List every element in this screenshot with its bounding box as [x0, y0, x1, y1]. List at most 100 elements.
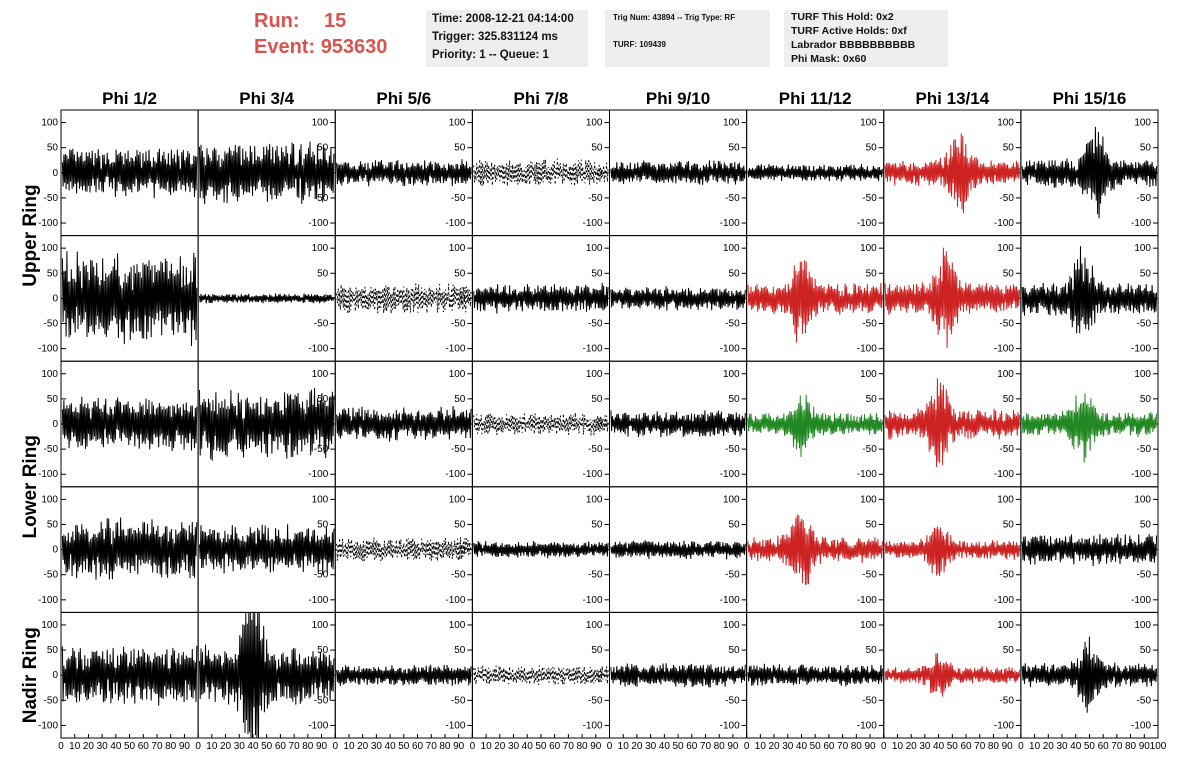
waveform-series: [473, 283, 609, 314]
y-tick-label: 50: [1140, 143, 1152, 154]
y-tick-label: 100: [723, 118, 740, 129]
y-tick-label: 50: [591, 143, 603, 154]
run-line: Run: 15: [254, 8, 387, 34]
x-tick-label: 80: [439, 741, 451, 752]
turf-holds-info-box: TURF This Hold: 0x2 TURF Active Holds: 0…: [784, 10, 948, 67]
x-tick-label: 60: [960, 741, 972, 752]
y-tick-label: -50: [862, 570, 877, 581]
waveform-series: [1021, 126, 1158, 219]
column-header: Phi 7/8: [514, 89, 569, 108]
x-tick-label: 70: [151, 741, 163, 752]
x-tick-label: 0: [607, 741, 613, 752]
column-header: Phi 5/6: [376, 89, 431, 108]
y-tick-label: 100: [586, 369, 603, 380]
waveform-series: [1021, 636, 1158, 713]
x-tick-label: 20: [906, 741, 918, 752]
column-header: Phi 3/4: [239, 89, 294, 108]
y-tick-label: -100: [308, 469, 328, 480]
waveform-series: [747, 663, 883, 687]
y-tick-label: -100: [582, 218, 602, 229]
x-tick-label: 20: [357, 741, 369, 752]
x-tick-label: 80: [988, 741, 1000, 752]
x-tick-label: 90: [1139, 741, 1151, 752]
y-tick-label: -50: [999, 193, 1014, 204]
y-tick-label: 50: [1003, 268, 1015, 279]
x-tick-label: 0: [58, 741, 64, 752]
x-tick-label: 80: [302, 741, 314, 752]
x-tick-label: 50: [673, 741, 685, 752]
y-tick-label: 50: [454, 143, 466, 154]
y-tick-label: -100: [857, 595, 877, 606]
x-tick-label: 60: [686, 741, 698, 752]
waveform-series: [610, 663, 746, 688]
waveform-series: [336, 537, 472, 562]
x-tick-label: 0: [195, 741, 201, 752]
y-tick-label: 100: [312, 243, 329, 254]
x-tick-label: 20: [768, 741, 780, 752]
y-tick-label: -100: [582, 469, 602, 480]
x-tick-label: 10: [755, 741, 767, 752]
event-line: Event: 953630: [254, 34, 387, 60]
y-tick-label: -100: [994, 595, 1014, 606]
y-tick-label: 100: [860, 620, 877, 631]
waveform-series: [610, 160, 746, 185]
x-tick-label: 30: [1056, 741, 1068, 752]
x-tick-label: 20: [83, 741, 95, 752]
y-tick-label: -50: [725, 570, 740, 581]
y-tick-label: 100: [1134, 243, 1151, 254]
x-tick-label: 50: [398, 741, 410, 752]
y-tick-label: -50: [44, 193, 59, 204]
x-tick-label: 40: [933, 741, 945, 752]
y-tick-label: -50: [314, 695, 329, 706]
waveform-series: [336, 405, 472, 442]
y-tick-label: 50: [454, 519, 466, 530]
x-tick-label: 70: [289, 741, 301, 752]
y-tick-label: 50: [866, 143, 878, 154]
x-tick-label: 30: [645, 741, 657, 752]
y-tick-label: 50: [317, 268, 329, 279]
y-tick-label: 100: [312, 118, 329, 129]
waveform-series: [747, 260, 883, 343]
y-tick-label: 0: [871, 419, 877, 430]
x-tick-label: 0: [1018, 741, 1024, 752]
y-tick-label: -50: [725, 319, 740, 330]
y-tick-label: 100: [41, 243, 58, 254]
y-tick-label: 100: [312, 620, 329, 631]
y-tick-label: -100: [1131, 595, 1151, 606]
y-tick-label: -100: [582, 344, 602, 355]
y-tick-label: -50: [314, 570, 329, 581]
turf-text: TURF: 109439: [613, 40, 666, 49]
x-tick-label: 80: [577, 741, 589, 752]
y-tick-label: -50: [588, 444, 603, 455]
y-tick-label: 50: [47, 394, 59, 405]
x-tick-label: 60: [549, 741, 561, 752]
y-tick-label: 0: [52, 419, 58, 430]
y-tick-label: 100: [449, 369, 466, 380]
x-tick-label: 20: [631, 741, 643, 752]
waveform-series: [473, 158, 609, 187]
waveform-series: [473, 665, 609, 686]
y-tick-label: -50: [314, 444, 329, 455]
y-tick-label: -50: [44, 319, 59, 330]
y-tick-label: -100: [38, 344, 58, 355]
row-label: Nadir Ring: [20, 627, 41, 723]
y-tick-label: 100: [586, 243, 603, 254]
y-tick-label: 50: [1140, 394, 1152, 405]
waveform-series: [336, 159, 472, 187]
y-tick-label: 0: [52, 545, 58, 556]
y-tick-label: 50: [454, 268, 466, 279]
run-value: 15: [324, 10, 347, 32]
y-tick-label: 100: [860, 494, 877, 505]
y-tick-label: -50: [862, 695, 877, 706]
y-tick-label: 100: [997, 118, 1014, 129]
column-header: Phi 15/16: [1053, 89, 1127, 108]
y-tick-label: 100: [449, 118, 466, 129]
x-tick-label: 90: [179, 741, 191, 752]
waveform-series: [199, 524, 335, 575]
y-tick-label: 50: [729, 519, 741, 530]
y-tick-label: 0: [52, 293, 58, 304]
y-tick-label: -50: [451, 570, 466, 581]
y-tick-label: 50: [317, 519, 329, 530]
x-tick-label: 10: [481, 741, 493, 752]
y-tick-label: 100: [312, 369, 329, 380]
